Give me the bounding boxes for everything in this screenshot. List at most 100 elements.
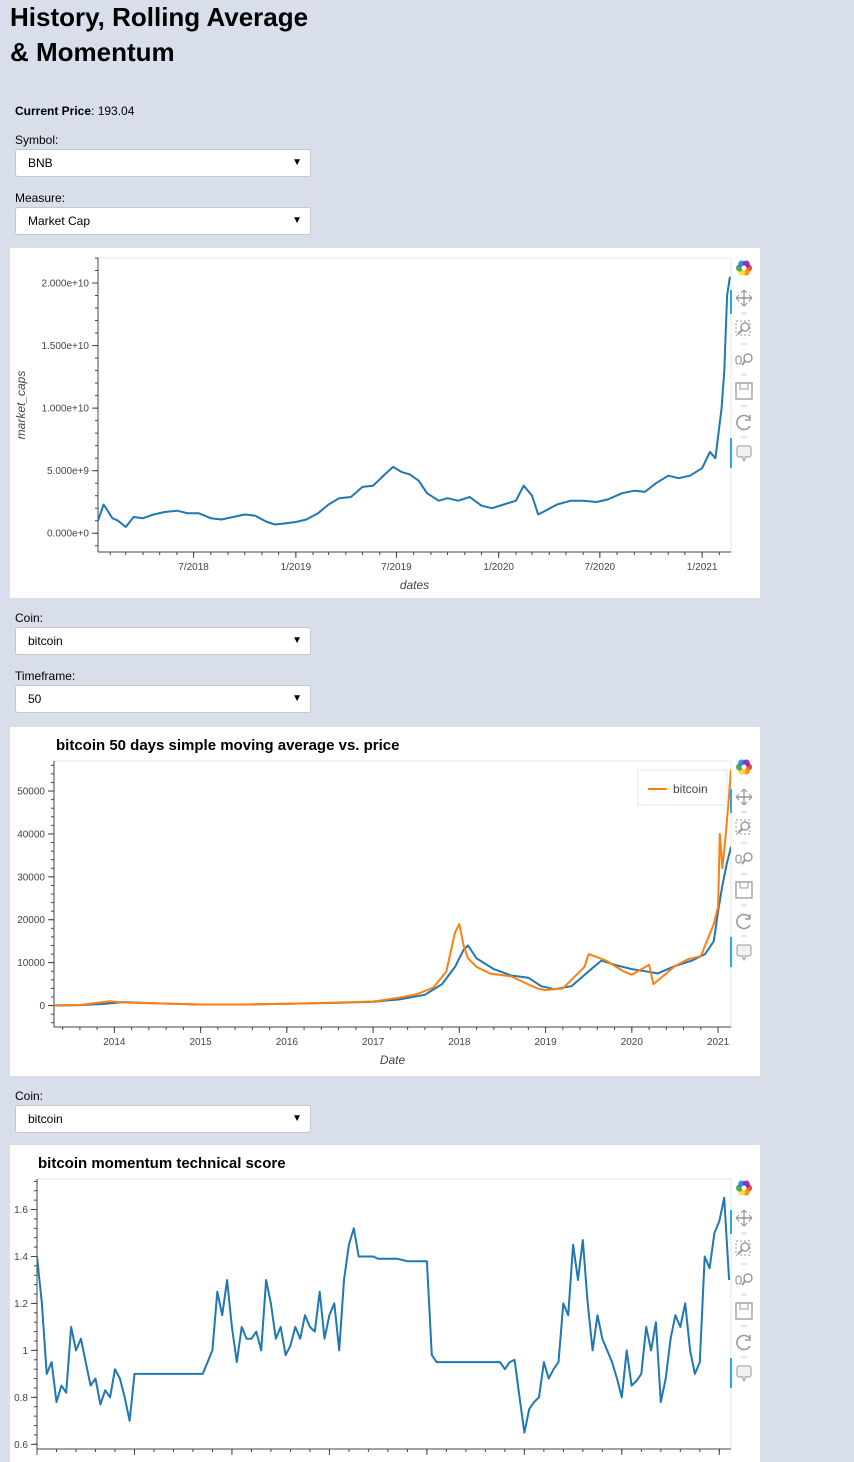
page-title: History, Rolling Average & Momentum <box>10 2 309 67</box>
save-icon[interactable] <box>735 1302 753 1320</box>
measure-select[interactable]: Market Cap ▼ <box>15 207 311 235</box>
x-tick-label: 1/2019 <box>281 562 312 573</box>
y-tick-label: 5.000e+9 <box>47 466 89 477</box>
market-cap-chart[interactable]: 0.000e+0 5.000e+9 1.000e+10 1.500e+10 2.000e… <box>10 248 760 598</box>
coin-label: Coin: <box>15 611 44 625</box>
box-zoom-icon[interactable] <box>735 819 751 835</box>
wheel-zoom-icon[interactable] <box>735 852 753 865</box>
chart-title: bitcoin momentum technical score <box>38 1155 286 1172</box>
y-tick-label: 30000 <box>17 872 45 883</box>
wheel-zoom-icon[interactable] <box>735 1273 753 1286</box>
y-tick-label: 0.000e+0 <box>47 529 89 540</box>
y-tick-label: 1 <box>22 1346 28 1357</box>
current-price-label: Current Price <box>15 104 92 118</box>
reset-icon[interactable] <box>736 913 751 930</box>
x-tick-label: 2020 <box>621 1037 644 1048</box>
y-tick-label: 10000 <box>17 958 45 969</box>
chart-toolbar <box>730 759 753 967</box>
dropdown-arrow-icon: ▼ <box>292 635 302 646</box>
pan-icon[interactable] <box>735 1209 753 1227</box>
plot-frame <box>36 1178 732 1450</box>
y-tick-label: 0 <box>39 1001 45 1012</box>
measure-select-value: Market Cap <box>28 214 91 228</box>
x-tick-label: 2017 <box>362 1037 385 1048</box>
market-cap-chart-panel: 0.000e+0 5.000e+9 1.000e+10 1.500e+10 2.000e… <box>10 248 760 598</box>
y-tick-label: 1.000e+10 <box>41 404 89 415</box>
symbol-select[interactable]: BNB ▼ <box>15 149 311 177</box>
dropdown-arrow-icon: ▼ <box>292 157 302 168</box>
hover-icon[interactable] <box>736 944 752 962</box>
bokeh-logo-icon <box>735 759 753 775</box>
coin-select-2[interactable]: bitcoin ▼ <box>15 1105 311 1133</box>
dropdown-arrow-icon: ▼ <box>292 693 302 704</box>
symbol-label: Symbol: <box>15 133 59 147</box>
x-tick-label: 7/2018 <box>178 562 209 573</box>
y-tick-label: 50000 <box>17 787 45 798</box>
y-tick-label: 1.500e+10 <box>41 341 89 352</box>
reset-icon[interactable] <box>736 414 751 431</box>
sma-vs-price-chart[interactable]: 0 10000 20000 30000 40000 50000 2014 2015 2016 20… <box>10 727 760 1076</box>
sma-chart-panel: 0 10000 20000 30000 40000 50000 2014 2015 2016 20… <box>10 727 760 1076</box>
momentum-chart-panel: 0.6 0.8 1 1.2 1.4 1.6 bitcoin momentum technic… <box>10 1145 760 1462</box>
x-tick-label: 2021 <box>707 1037 730 1048</box>
x-tick-label: 2014 <box>103 1037 126 1048</box>
x-tick-label: 7/2020 <box>585 562 616 573</box>
x-tick-label: 7/2019 <box>381 562 412 573</box>
active-tool-indicator <box>730 438 732 468</box>
y-tick-label: 20000 <box>17 915 45 926</box>
active-tool-indicator <box>730 1358 732 1388</box>
legend-label: bitcoin <box>673 782 708 796</box>
legend-box <box>637 769 728 806</box>
coin-select-value: bitcoin <box>28 634 63 648</box>
current-price: Current Price: 193.04 <box>15 104 134 118</box>
y-tick-label: 1.6 <box>14 1205 28 1216</box>
reset-icon[interactable] <box>736 1334 751 1351</box>
series-line-bitcoin <box>54 769 731 1007</box>
x-axis-label: dates <box>400 578 429 592</box>
coin-select[interactable]: bitcoin ▼ <box>15 627 311 655</box>
pan-icon[interactable] <box>735 788 753 806</box>
dropdown-arrow-icon: ▼ <box>292 215 302 226</box>
chart-title: bitcoin 50 days simple moving average vs… <box>56 737 399 754</box>
box-zoom-icon[interactable] <box>735 320 751 336</box>
save-icon[interactable] <box>735 881 753 899</box>
active-tool-indicator <box>730 290 732 314</box>
hover-icon[interactable] <box>736 445 752 463</box>
y-axis-label: market_caps <box>14 371 28 440</box>
momentum-score-chart[interactable]: 0.6 0.8 1 1.2 1.4 1.6 bitcoin momentum technic… <box>10 1145 760 1462</box>
bokeh-logo-icon <box>735 260 753 276</box>
symbol-select-value: BNB <box>28 156 53 170</box>
y-tick-label: 40000 <box>17 829 45 840</box>
wheel-zoom-icon[interactable] <box>735 353 753 366</box>
chart-toolbar <box>730 1180 753 1388</box>
series-line-0 <box>37 1196 731 1434</box>
series-line-0 <box>98 276 731 528</box>
y-tick-label: 2.000e+10 <box>41 279 89 290</box>
save-icon[interactable] <box>735 382 753 400</box>
plot-frame <box>53 760 732 1028</box>
y-tick-label: 0.6 <box>14 1440 28 1451</box>
hover-icon[interactable] <box>736 1365 752 1383</box>
current-price-value: : 193.04 <box>91 104 135 118</box>
y-tick-label: 0.8 <box>14 1393 28 1404</box>
series-line-0 <box>54 846 731 1007</box>
coin-select-value-2: bitcoin <box>28 1112 63 1126</box>
x-tick-label: 2015 <box>189 1037 212 1048</box>
y-tick-label: 1.2 <box>14 1299 28 1310</box>
y-tick-label: 1.4 <box>14 1252 28 1263</box>
x-tick-label: 2016 <box>276 1037 299 1048</box>
active-tool-indicator <box>730 937 732 967</box>
box-zoom-icon[interactable] <box>735 1240 751 1256</box>
active-tool-indicator <box>730 789 732 813</box>
active-tool-indicator <box>730 1210 732 1234</box>
timeframe-label: Timeframe: <box>15 669 76 683</box>
measure-label: Measure: <box>15 191 66 205</box>
x-tick-label: 1/2021 <box>687 562 718 573</box>
timeframe-select[interactable]: 50 ▼ <box>15 685 311 713</box>
legend: bitcoin <box>637 769 728 806</box>
x-tick-label: 1/2020 <box>483 562 514 573</box>
timeframe-select-value: 50 <box>28 692 42 706</box>
dropdown-arrow-icon: ▼ <box>292 1113 302 1124</box>
pan-icon[interactable] <box>735 289 753 307</box>
x-tick-label: 2019 <box>534 1037 557 1048</box>
